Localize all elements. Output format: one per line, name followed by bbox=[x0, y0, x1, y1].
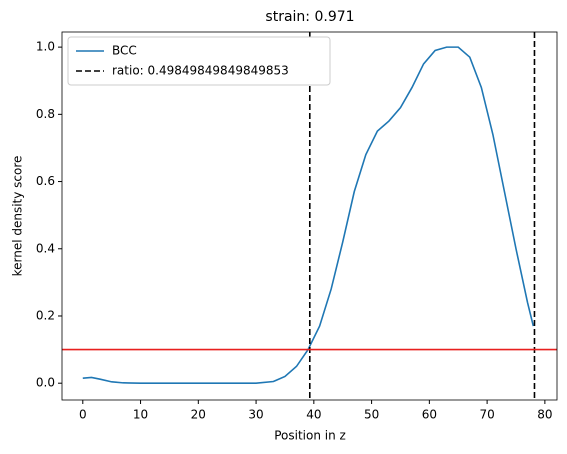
x-axis-label: Position in z bbox=[274, 429, 346, 443]
x-tick-label: 40 bbox=[306, 408, 321, 422]
legend-label: BCC bbox=[112, 44, 137, 58]
x-tick-label: 20 bbox=[191, 408, 206, 422]
x-tick-label: 0 bbox=[79, 408, 87, 422]
legend-label: ratio: 0.49849849849849853 bbox=[112, 64, 289, 78]
y-axis-label: kernel density score bbox=[11, 156, 25, 277]
chart-title: strain: 0.971 bbox=[265, 9, 354, 25]
x-tick-label: 60 bbox=[422, 408, 437, 422]
x-tick-label: 80 bbox=[537, 408, 552, 422]
x-tick-label: 70 bbox=[479, 408, 494, 422]
x-tick-label: 50 bbox=[364, 408, 379, 422]
x-tick-label: 30 bbox=[248, 408, 263, 422]
data-line bbox=[82, 46, 535, 384]
y-tick-label: 0.4 bbox=[36, 241, 55, 255]
y-tick-label: 0.2 bbox=[36, 308, 55, 322]
y-tick-label: 0.0 bbox=[36, 376, 55, 390]
plot-frame bbox=[61, 31, 558, 401]
y-tick-label: 0.8 bbox=[36, 107, 55, 121]
y-tick-label: 1.0 bbox=[36, 40, 55, 54]
x-tick-label: 10 bbox=[133, 408, 148, 422]
y-tick-label: 0.6 bbox=[36, 174, 55, 188]
legend-box bbox=[67, 36, 331, 86]
